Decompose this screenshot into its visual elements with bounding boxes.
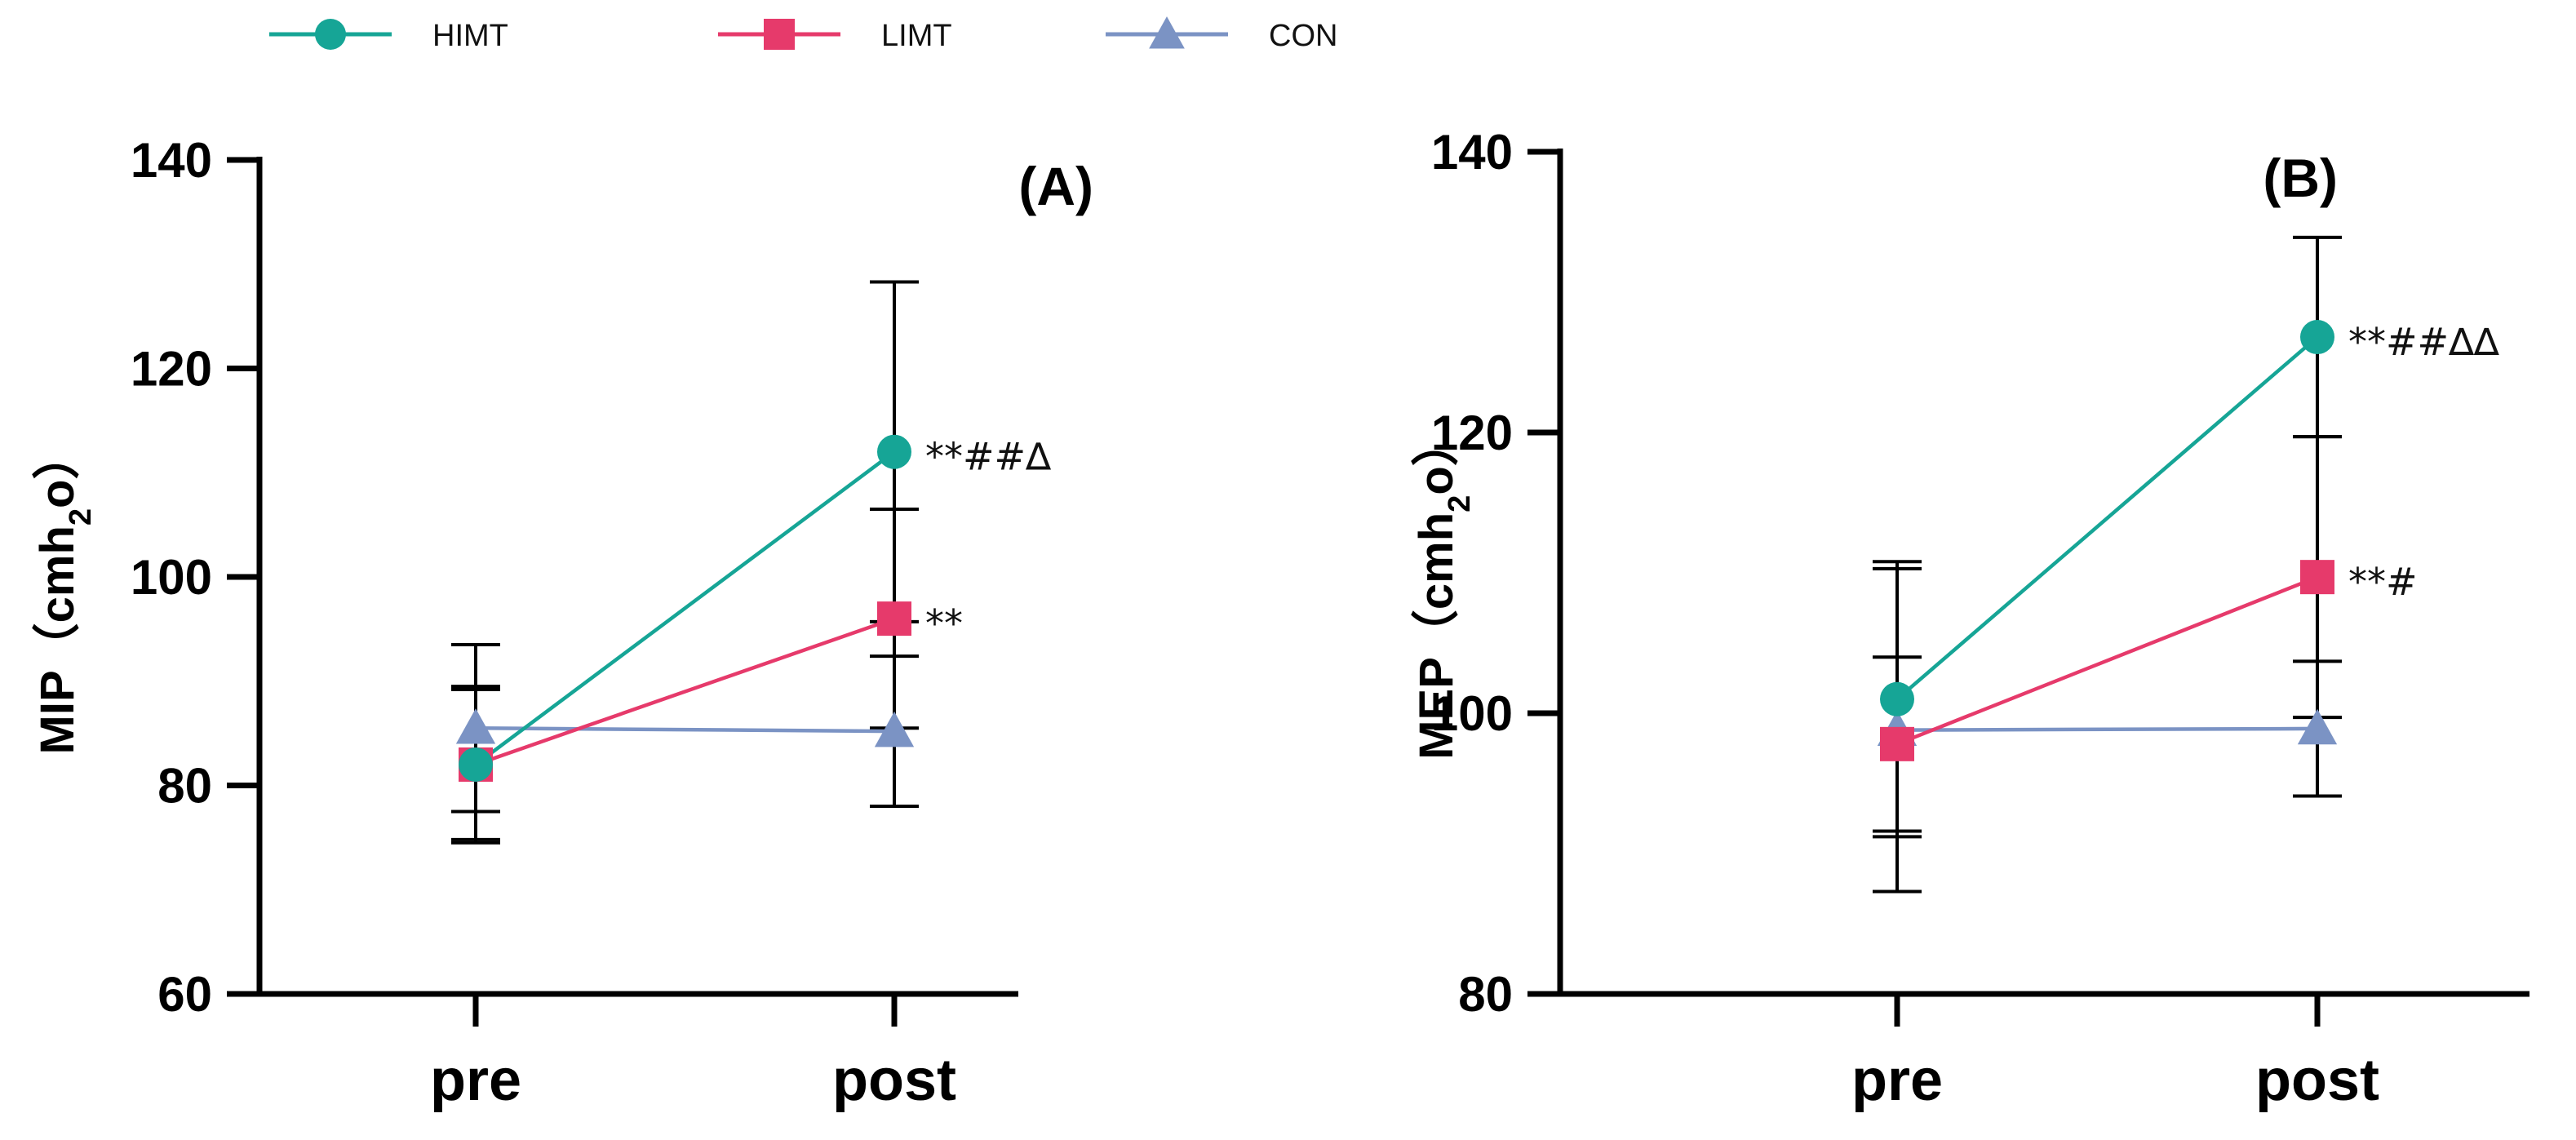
data-point-limt-post bbox=[2300, 560, 2334, 595]
series-line-himt bbox=[474, 450, 896, 766]
legend-item-con: CON bbox=[1106, 16, 1337, 53]
y-axis-label: MIP（cmh2o） bbox=[31, 432, 98, 755]
y-axis-label-main: MEP bbox=[1410, 657, 1463, 760]
y-tick-label: 80 bbox=[1458, 967, 1513, 1022]
y-axis-label-unit-end: o） bbox=[1410, 419, 1463, 495]
y-axis-label-unit: （cmh bbox=[1410, 512, 1463, 657]
data-point-himt-post bbox=[877, 434, 911, 469]
legend-marker-triangle bbox=[1149, 16, 1185, 49]
y-tick-label: 80 bbox=[157, 759, 212, 814]
y-tick-label: 60 bbox=[157, 967, 212, 1022]
data-point-con-post bbox=[874, 711, 915, 747]
error-bars-limt bbox=[1873, 435, 2342, 833]
series-line-limt bbox=[475, 616, 895, 767]
panel-b: 80 100 120 140 pre post MEP（cmh2o） (B) **##∆∆ **# bbox=[1410, 125, 2529, 1113]
data-point-con-post bbox=[2297, 708, 2338, 745]
x-tick-label: post bbox=[2255, 1048, 2379, 1113]
error-bars-himt bbox=[1873, 235, 2342, 839]
y-tick-label: 120 bbox=[131, 342, 212, 397]
data-point-con-pre bbox=[455, 708, 496, 744]
x-tick-label: pre bbox=[430, 1048, 521, 1113]
legend-label: HIMT bbox=[432, 19, 508, 53]
error-bars-himt bbox=[451, 280, 919, 845]
panel-label: (A) bbox=[1018, 156, 1093, 216]
significance-label-limt: ** bbox=[925, 601, 963, 645]
significance-label-himt: **##∆∆ bbox=[2348, 320, 2499, 364]
panel-a: 60 80 100 120 140 pre post MIP（cmh2o） (A) **##∆ ** bbox=[31, 133, 1093, 1113]
x-tick-label: post bbox=[832, 1048, 956, 1113]
legend-marker-square bbox=[764, 19, 795, 50]
data-point-limt-post bbox=[877, 601, 911, 637]
legend-label: LIMT bbox=[881, 19, 952, 53]
y-axis-label-subscript: 2 bbox=[1443, 495, 1477, 512]
y-tick-label: 100 bbox=[131, 550, 212, 605]
panel-label: (B) bbox=[2263, 148, 2338, 208]
data-point-himt-pre bbox=[1880, 681, 1914, 716]
legend-label: CON bbox=[1269, 19, 1337, 53]
data-point-himt-post bbox=[2300, 320, 2334, 355]
y-tick-label: 140 bbox=[131, 133, 212, 188]
legend-marker-circle bbox=[315, 19, 346, 50]
y-tick-label: 140 bbox=[1431, 125, 1513, 180]
y-tick-label: 120 bbox=[1431, 406, 1513, 460]
series-line-con bbox=[1896, 726, 2318, 732]
y-axis-label-unit: （cmh bbox=[31, 526, 84, 670]
error-bars-limt bbox=[451, 507, 919, 841]
y-axis-label-main: MIP bbox=[31, 670, 84, 754]
legend: HIMT LIMT CON bbox=[269, 16, 1337, 53]
y-axis-label-unit-end: o） bbox=[31, 432, 84, 508]
axes: 60 80 100 120 140 pre post bbox=[131, 133, 1018, 1113]
y-axis-label-subscript: 2 bbox=[64, 508, 98, 526]
legend-item-himt: HIMT bbox=[269, 19, 508, 53]
axes: 80 100 120 140 pre post bbox=[1431, 125, 2529, 1113]
series-line-himt bbox=[1895, 335, 2319, 701]
y-axis-label: MEP（cmh2o） bbox=[1410, 419, 1477, 760]
x-tick-label: pre bbox=[1851, 1048, 1943, 1113]
legend-item-limt: LIMT bbox=[718, 19, 952, 53]
y-tick-label: 100 bbox=[1431, 686, 1513, 741]
significance-label-limt: **# bbox=[2348, 560, 2418, 604]
significance-label-himt: **##∆ bbox=[925, 435, 1051, 479]
data-point-limt-pre bbox=[1880, 726, 1914, 761]
series-line-limt bbox=[1896, 575, 2318, 746]
series-line-con bbox=[475, 725, 895, 734]
data-point-himt-pre bbox=[459, 747, 493, 782]
